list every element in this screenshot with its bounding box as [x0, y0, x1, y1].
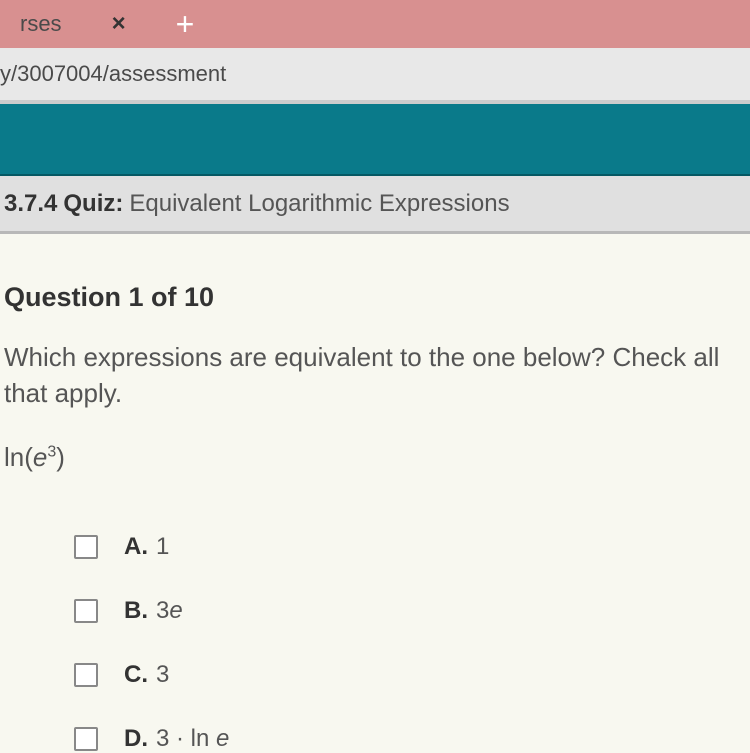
checkbox[interactable] — [74, 727, 98, 751]
question-prompt: Which expressions are equivalent to the … — [4, 339, 750, 412]
option-text: 3 · ln e — [156, 725, 229, 753]
option-text: 3 — [156, 661, 169, 689]
question-counter: Question 1 of 10 — [4, 282, 750, 313]
option-text: 1 — [156, 533, 169, 561]
option-letter: C. — [124, 661, 148, 689]
option-text: 3e — [156, 597, 183, 625]
answer-options: A. 1 B. 3e C. 3 D. 3 · ln e — [4, 533, 750, 753]
checkbox[interactable] — [74, 599, 98, 623]
expr-exponent: 3 — [47, 443, 56, 460]
quiz-header-bar: 3.7.4 Quiz: Equivalent Logarithmic Expre… — [0, 176, 750, 234]
url-bar[interactable]: y/3007004/assessment — [0, 48, 750, 104]
quiz-number: 3.7.4 — [4, 190, 57, 218]
checkbox[interactable] — [74, 663, 98, 687]
url-text: y/3007004/assessment — [0, 61, 226, 87]
quiz-label: Quiz: — [63, 190, 123, 218]
expr-prefix: ln( — [4, 442, 33, 472]
new-tab-icon[interactable]: + — [176, 6, 195, 43]
browser-tab[interactable]: rses × — [0, 0, 146, 48]
page-header — [0, 104, 750, 176]
tab-label: rses — [20, 11, 62, 37]
expr-suffix: ) — [56, 442, 65, 472]
close-icon[interactable]: × — [112, 10, 126, 38]
option-letter: A. — [124, 533, 148, 561]
option-row[interactable]: A. 1 — [74, 533, 750, 561]
option-row[interactable]: C. 3 — [74, 661, 750, 689]
question-content: Question 1 of 10 Which expressions are e… — [0, 234, 750, 753]
expr-base: e — [33, 442, 47, 472]
option-letter: B. — [124, 597, 148, 625]
browser-tab-bar: rses × + — [0, 0, 750, 48]
option-row[interactable]: D. 3 · ln e — [74, 725, 750, 753]
question-expression: ln(e3) — [4, 442, 750, 473]
option-letter: D. — [124, 725, 148, 753]
checkbox[interactable] — [74, 535, 98, 559]
quiz-title: Equivalent Logarithmic Expressions — [129, 190, 509, 218]
option-row[interactable]: B. 3e — [74, 597, 750, 625]
